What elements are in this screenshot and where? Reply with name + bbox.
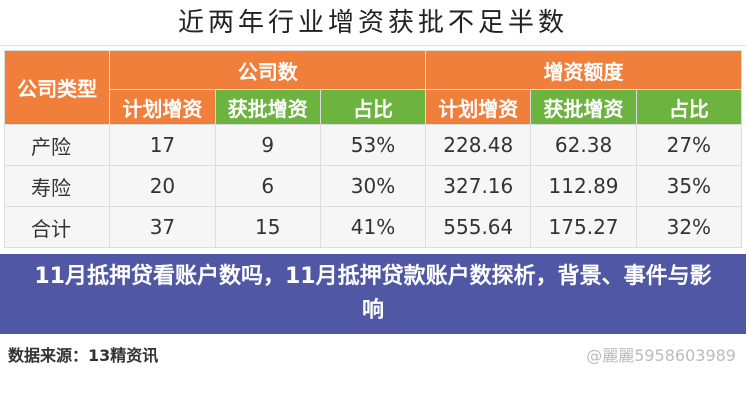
header-company-type: 公司类型 bbox=[3, 50, 111, 125]
cell: 30% bbox=[319, 165, 427, 207]
cell: 15 bbox=[214, 206, 321, 248]
row-label: 寿险 bbox=[3, 165, 111, 207]
cell: 327.16 bbox=[425, 165, 532, 207]
cell: 27% bbox=[635, 124, 743, 166]
footer: 数据来源：13精资讯 @麗麗5958603989 bbox=[0, 334, 746, 374]
subheader: 获批增资 bbox=[214, 89, 321, 125]
data-source: 数据来源：13精资讯 bbox=[8, 346, 159, 365]
cell: 175.27 bbox=[530, 206, 637, 248]
cell: 555.64 bbox=[425, 206, 532, 248]
row-label: 合计 bbox=[3, 206, 111, 248]
weibo-watermark: @麗麗5958603989 bbox=[586, 346, 736, 365]
table-row: 产险 17 9 53% 228.48 62.38 27% bbox=[3, 124, 743, 166]
article-title[interactable]: 11月抵押贷看账户数吗，11月抵押贷款账户数探析，背景、事件与影响 bbox=[34, 264, 712, 323]
cell: 20 bbox=[109, 165, 216, 207]
cell: 17 bbox=[109, 124, 216, 166]
table-title: 近两年行业增资获批不足半数 bbox=[0, 0, 746, 46]
article-banner: 11月抵押贷看账户数吗，11月抵押贷款账户数探析，背景、事件与影响 bbox=[0, 254, 746, 334]
subheader: 获批增资 bbox=[530, 89, 637, 125]
table-row: 寿险 20 6 30% 327.16 112.89 35% bbox=[3, 165, 743, 207]
header-company-count: 公司数 bbox=[109, 50, 427, 90]
subheader: 占比 bbox=[635, 89, 743, 125]
cell: 6 bbox=[214, 165, 321, 207]
cell: 62.38 bbox=[530, 124, 637, 166]
cell: 9 bbox=[214, 124, 321, 166]
cell: 53% bbox=[319, 124, 427, 166]
row-label: 产险 bbox=[3, 124, 111, 166]
subheader: 计划增资 bbox=[425, 89, 532, 125]
subheader: 计划增资 bbox=[109, 89, 216, 125]
cell: 32% bbox=[635, 206, 743, 248]
header-capital-amount: 增资额度 bbox=[425, 50, 742, 90]
cell: 112.89 bbox=[530, 165, 637, 207]
table-row: 合计 37 15 41% 555.64 175.27 32% bbox=[3, 206, 743, 248]
cell: 228.48 bbox=[425, 124, 532, 166]
cell: 37 bbox=[109, 206, 216, 248]
subheader: 占比 bbox=[319, 89, 427, 125]
data-table: 公司类型 公司数 增资额度 计划增资 获批增资 占比 计划增资 获批增资 占比 … bbox=[3, 50, 743, 248]
cell: 35% bbox=[635, 165, 743, 207]
cell: 41% bbox=[319, 206, 427, 248]
